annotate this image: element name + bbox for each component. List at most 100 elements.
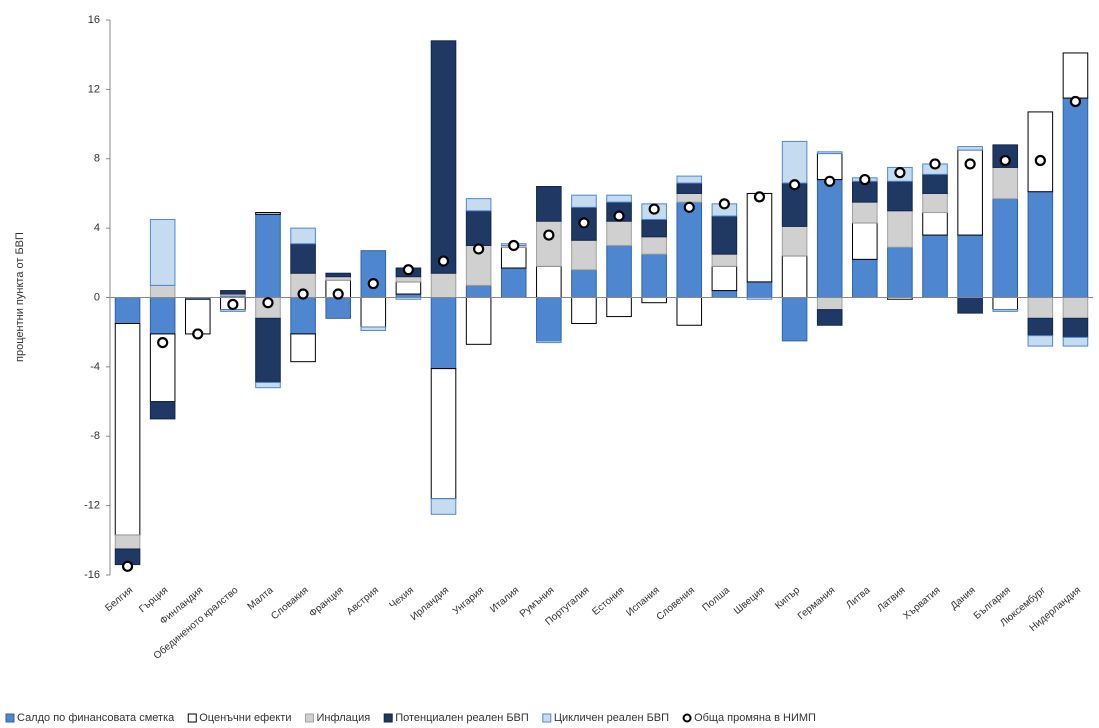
bar-segment [430, 297, 457, 370]
x-tick-label: Словения [655, 585, 697, 623]
bar-segment [922, 192, 948, 214]
bar-segment [1027, 317, 1054, 337]
bar-segment [816, 153, 843, 181]
bar-segment [992, 309, 1019, 312]
total-marker [332, 288, 344, 300]
total-marker [753, 191, 766, 203]
bar-segment [395, 293, 422, 298]
total-marker [824, 175, 836, 187]
bar-segment [114, 323, 141, 536]
bar-segment [290, 297, 316, 335]
bar-segment [149, 284, 176, 298]
y-tick-label: 16 [88, 14, 100, 26]
x-tick-label: Малта [246, 585, 276, 613]
legend-swatch [542, 713, 552, 723]
bar-segment [325, 272, 351, 278]
legend-label: Потенциален реален БВП [395, 712, 529, 724]
bar-segment [465, 198, 492, 212]
bar-segment [536, 297, 562, 342]
total-marker [437, 255, 450, 267]
bar-segment [781, 297, 808, 342]
bar-segment [641, 297, 667, 304]
x-tick-label: Хърватия [901, 585, 942, 622]
bar-segment [641, 253, 667, 298]
total-marker [192, 328, 204, 340]
bar-segment [571, 194, 597, 208]
total-marker [648, 203, 660, 215]
bar-segment [220, 290, 246, 295]
x-tick-label: Литва [844, 585, 872, 611]
bar-segment [606, 220, 632, 246]
bar-segment [1062, 336, 1089, 347]
y-tick-label: -16 [84, 569, 100, 581]
bar-segment [606, 297, 632, 318]
total-marker [964, 158, 976, 170]
x-tick-label: Чехия [388, 585, 417, 611]
x-tick-label: Естония [590, 585, 626, 618]
bar-segment [536, 186, 562, 222]
bar-segment [676, 201, 703, 298]
bar-segment [1027, 111, 1054, 193]
x-tick-label: Унгария [451, 585, 486, 617]
x-tick-label: Латвия [875, 585, 907, 615]
bar-segment [957, 297, 983, 314]
y-tick-label: -12 [84, 500, 100, 512]
total-marker [157, 336, 169, 349]
x-tick-label: Швеция [732, 585, 767, 617]
bar-segment [676, 297, 703, 326]
total-marker [543, 229, 555, 241]
x-tick-label: Германия [796, 585, 837, 622]
total-marker [297, 288, 309, 300]
bar-segment [816, 309, 843, 326]
bar-segment [746, 281, 773, 298]
bar-segment [992, 166, 1019, 200]
bar-segment [606, 244, 632, 298]
total-marker [402, 264, 415, 276]
total-marker [1069, 95, 1082, 108]
total-marker [367, 278, 379, 290]
y-tick-label: -8 [90, 430, 100, 442]
bar-segment [430, 272, 457, 298]
bar-segment [852, 201, 878, 224]
legend-label: Инфлация [316, 712, 370, 724]
bar-segment [149, 401, 176, 420]
total-marker [859, 173, 871, 186]
total-marker [718, 198, 730, 210]
bar-segment [325, 297, 351, 319]
bar-segment [255, 317, 281, 383]
legend-swatch [383, 713, 393, 723]
bar-segment [887, 180, 913, 212]
bar-segment [149, 297, 176, 335]
x-tick-label: Гърция [137, 585, 170, 615]
bar-segment [676, 192, 703, 203]
bar-segment [816, 179, 843, 298]
bar-segment [149, 333, 176, 403]
legend-swatch [5, 713, 15, 723]
x-tick-label: Словакия [269, 585, 310, 622]
y-tick-label: 8 [94, 153, 100, 165]
bar-segment [255, 213, 281, 298]
bar-segment [571, 297, 597, 325]
legend-swatch [682, 713, 692, 723]
bar-segment [887, 246, 913, 298]
bar-segment [957, 146, 983, 151]
bar-segment [781, 225, 808, 257]
bar-segment [255, 212, 281, 215]
bar-segment [1062, 52, 1089, 99]
bar-segment [781, 255, 808, 298]
bar-segment [430, 40, 457, 274]
bar-segment [571, 269, 597, 298]
x-tick-label: Полша [700, 585, 732, 614]
y-tick-label: -4 [90, 361, 100, 373]
bar-segment [922, 234, 948, 298]
bar-segment [992, 297, 1019, 311]
bar-segment [1027, 191, 1054, 298]
total-marker [121, 560, 134, 572]
legend-swatch [304, 713, 314, 723]
bar-segment [641, 236, 667, 255]
bar-segment [816, 151, 843, 155]
bar-segment [430, 368, 457, 500]
legend-swatch [187, 713, 197, 723]
bar-segment [922, 212, 948, 236]
